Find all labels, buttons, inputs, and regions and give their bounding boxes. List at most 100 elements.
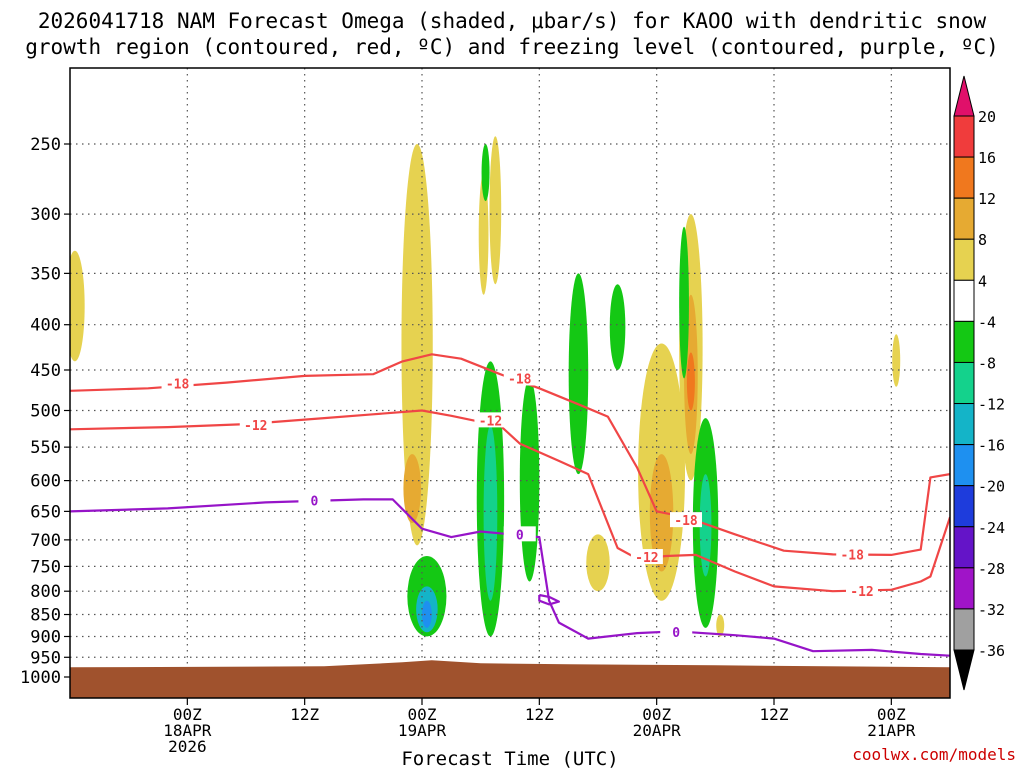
x-tick-label-42-0: 12Z xyxy=(525,705,554,724)
terrain-layer xyxy=(70,660,950,698)
colorbar-label-4: 4 xyxy=(978,272,987,290)
x-tick-label-30-1: 19APR xyxy=(398,721,447,740)
chart-title-line2: growth region (contoured, red, ºC) and f… xyxy=(25,35,999,59)
plot-frame xyxy=(69,67,951,699)
contour-label-0C-0: 0 xyxy=(311,495,319,510)
colorbar-label-3: 8 xyxy=(978,231,987,249)
y-tick-label-850: 850 xyxy=(30,606,61,626)
contour-label--18C-1: -18 xyxy=(508,372,532,387)
contour-line-0C xyxy=(70,498,950,657)
contour-label--18C-0: -18 xyxy=(166,377,190,392)
contour-layer: -18 -18 -18 -18 -12 -12 -12 -12 0 0 0 xyxy=(70,353,950,657)
colorbar-bottom-triangle xyxy=(953,649,975,691)
contour-label-bg-0C-2 xyxy=(660,623,693,639)
x-tick-label-78-1: 21APR xyxy=(867,721,916,740)
colorbar-label-8: -16 xyxy=(978,437,1005,455)
colorbar-label-1: 16 xyxy=(978,149,996,167)
colorbar-top-triangle xyxy=(953,75,975,117)
colorbar-label-10: -24 xyxy=(978,519,1005,537)
contour-label-bg--12C-3 xyxy=(846,583,878,599)
contour-label--18C-2: -18 xyxy=(674,514,698,529)
y-tick-label-400: 400 xyxy=(30,316,61,336)
colorbar-box-10 xyxy=(953,526,975,569)
x-tick-label-6-2: 2026 xyxy=(168,737,207,756)
grid-layer xyxy=(70,68,950,698)
colorbar-box-12 xyxy=(953,608,975,651)
x-tick-label-78-0: 00Z xyxy=(877,705,906,724)
contour-label-bg-0C-0 xyxy=(298,492,331,508)
y-tick-label-500: 500 xyxy=(30,402,61,422)
omega-region-10 xyxy=(483,425,498,601)
contour-label--12C-3: -12 xyxy=(850,585,873,600)
omega-region-22 xyxy=(699,474,712,577)
y-tick-label-350: 350 xyxy=(30,264,61,284)
y-tick-label-1000: 1000 xyxy=(20,668,61,688)
terrain-fill xyxy=(70,660,950,698)
omega-region-8 xyxy=(422,600,432,628)
contour-label-bg--12C-2 xyxy=(630,549,663,565)
colorbar-box-9 xyxy=(953,485,975,528)
colorbar-box-2 xyxy=(953,197,975,240)
colorbar-label-9: -20 xyxy=(978,478,1005,496)
colorbar-box-11 xyxy=(953,567,975,610)
x-axis-label: Forecast Time (UTC) xyxy=(401,748,618,768)
contour-label-0C-1: 0 xyxy=(516,528,524,543)
colorbar-box-7 xyxy=(953,403,975,446)
y-tick-label-700: 700 xyxy=(30,531,61,551)
omega-region-11 xyxy=(519,378,540,582)
credit-text: coolwx.com/models xyxy=(852,745,1016,764)
y-tick-label-600: 600 xyxy=(30,472,61,492)
omega-region-0 xyxy=(70,250,85,362)
colorbar-label-12: -32 xyxy=(978,601,1005,619)
colorbar-box-0 xyxy=(953,115,975,158)
contour-label--18C-3: -18 xyxy=(840,548,864,563)
omega-region-3 xyxy=(478,173,489,295)
colorbar-label-11: -28 xyxy=(978,560,1005,578)
omega-region-4 xyxy=(489,136,502,285)
colorbar-label-13: -36 xyxy=(978,642,1005,660)
colorbar-label-5: -4 xyxy=(978,313,996,331)
colorbar: 20 16 12 8 4 -4 -8 -12 -16 -20 -24 -28 -32 -36 xyxy=(953,75,1005,691)
contour-label--12C-1: -12 xyxy=(479,414,502,429)
contour-label-bg--18C-0 xyxy=(161,375,194,391)
contour-label--12C-0: -12 xyxy=(244,419,267,434)
contour-label-0C-2: 0 xyxy=(672,626,680,641)
colorbar-label-0: 20 xyxy=(978,108,996,126)
x-tick-label-66-0: 12Z xyxy=(760,705,789,724)
y-axis: 2503003504004505005506006507007508008509… xyxy=(20,135,70,688)
omega-region-2 xyxy=(403,454,422,524)
contour-label-bg--12C-1 xyxy=(474,412,507,428)
colorbar-box-3 xyxy=(953,238,975,281)
omega-region-1 xyxy=(401,144,433,546)
y-tick-label-950: 950 xyxy=(30,648,61,668)
chart-title-line1: 2026041718 NAM Forecast Omega (shaded, μ… xyxy=(38,9,987,33)
omega-region-20 xyxy=(679,226,689,379)
y-tick-label-300: 300 xyxy=(30,205,61,225)
contour-label-bg-0C-1 xyxy=(503,526,536,542)
contour-label-bg--12C-0 xyxy=(239,416,272,432)
y-tick-label-800: 800 xyxy=(30,582,61,602)
omega-region-12 xyxy=(568,273,589,475)
y-tick-label-650: 650 xyxy=(30,502,61,522)
x-tick-label-54-1: 20APR xyxy=(633,721,682,740)
colorbar-box-6 xyxy=(953,361,975,405)
colorbar-box-8 xyxy=(953,444,975,487)
colorbar-label-7: -12 xyxy=(978,396,1005,414)
colorbar-label-6: -8 xyxy=(978,354,996,372)
x-tick-label-54-0: 00Z xyxy=(642,705,671,724)
y-tick-label-900: 900 xyxy=(30,627,61,647)
y-tick-label-550: 550 xyxy=(30,438,61,458)
omega-region-13 xyxy=(609,284,626,370)
contour-line-0C-loop xyxy=(538,593,560,606)
contour-label--12C-2: -12 xyxy=(635,551,658,566)
y-tick-label-750: 750 xyxy=(30,557,61,577)
colorbar-label-2: 12 xyxy=(978,190,996,208)
x-tick-label-30-0: 00Z xyxy=(408,705,437,724)
omega-region-24 xyxy=(892,334,901,387)
x-tick-label-6-1: 18APR xyxy=(163,721,212,740)
colorbar-box-1 xyxy=(953,156,975,199)
omega-region-23 xyxy=(716,614,725,637)
y-tick-label-250: 250 xyxy=(30,135,61,155)
